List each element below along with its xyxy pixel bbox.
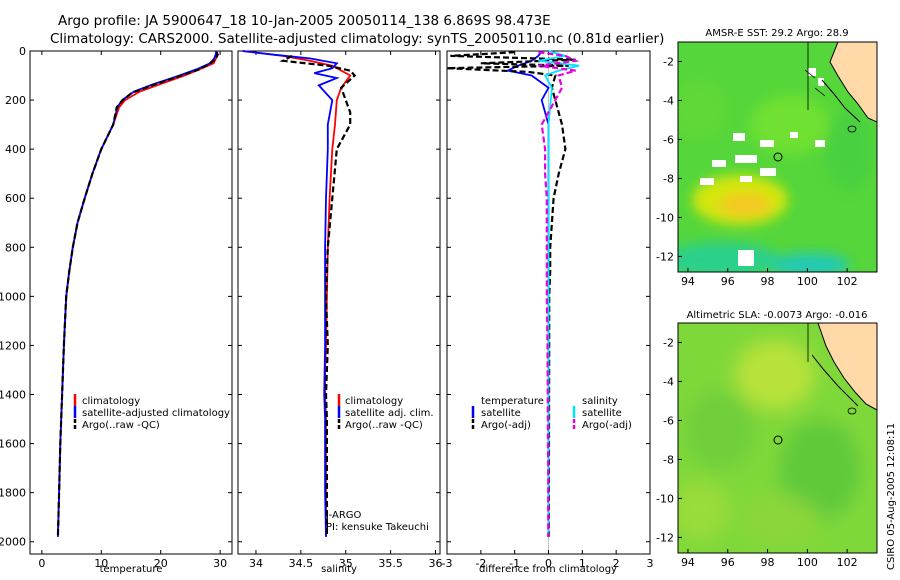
sst_map-xtick-label: 94 bbox=[681, 275, 695, 288]
temperature-series-satellite-adjusted-climatology bbox=[57, 51, 217, 537]
legend-heading-temperature: temperature bbox=[481, 396, 544, 407]
legend-label-argo: Argo(..raw -QC) bbox=[82, 420, 160, 431]
depth-tick-label: 0 bbox=[19, 45, 26, 58]
sla_map-ytick-label: -10 bbox=[656, 492, 674, 505]
salinity-series-satellite-adj-clim bbox=[242, 50, 340, 537]
difference-xtick-label: 2 bbox=[613, 557, 620, 570]
sla-map-field bbox=[678, 323, 877, 553]
difference-xtick-label: -3 bbox=[442, 557, 453, 570]
sla_map-ytick-label: -8 bbox=[663, 453, 674, 466]
salinity-xtick-label: 36 bbox=[429, 557, 443, 570]
sst-map-title: AMSR-E SST: 29.2 Argo: 28.9 bbox=[705, 28, 848, 39]
legend-label-temp-satellite: satellite bbox=[481, 408, 521, 419]
salinity-xtick-label: 35 bbox=[339, 557, 353, 570]
sst_map-ytick-label: -12 bbox=[656, 250, 674, 263]
sla_map-xtick-label: 100 bbox=[797, 556, 818, 569]
annotation-pi: PI: kensuke Takeuchi bbox=[326, 522, 429, 533]
depth-tick-label: 1800 bbox=[0, 487, 26, 500]
sla_map-ytick-label: -2 bbox=[663, 336, 674, 349]
plot-layer: 0 10 20 30020040060080010001200140016001800… bbox=[0, 45, 858, 570]
salinity-xtick-label: 34.5 bbox=[289, 557, 314, 570]
temperature-axis-label: temperature bbox=[100, 564, 163, 575]
temperature-xtick-label: 10 bbox=[94, 557, 108, 570]
difference-xtick-label: 1 bbox=[579, 557, 586, 570]
sst-map-field bbox=[678, 42, 877, 272]
sla-map-title: Altimetric SLA: -0.0073 Argo: -0.016 bbox=[687, 310, 868, 321]
temperature-series-climatology bbox=[57, 51, 219, 537]
figure-title-line1: Argo profile: JA 5900647_18 10-Jan-2005 … bbox=[58, 13, 551, 29]
sst_map-ytick-label: -6 bbox=[663, 133, 674, 146]
sla_map-ytick-label: -6 bbox=[663, 414, 674, 427]
legend-label-climatology: climatology bbox=[345, 396, 403, 407]
salinity-legend: climatology satellite adj. clim. Argo(..… bbox=[325, 394, 434, 533]
annotation-j-argo: J-ARGO bbox=[325, 510, 362, 521]
sst_map-ytick-label: -10 bbox=[656, 211, 674, 224]
salinity-series-argo-raw-qc bbox=[279, 54, 357, 537]
difference-xtick-label: 3 bbox=[647, 557, 654, 570]
difference-xtick-label: -2 bbox=[475, 557, 486, 570]
sst-map-profile-marker bbox=[773, 152, 783, 162]
depth-tick-label: 600 bbox=[5, 192, 26, 205]
sst_map-ytick-label: -8 bbox=[663, 172, 674, 185]
depth-tick-label: 400 bbox=[5, 143, 26, 156]
depth-tick-label: 2000 bbox=[0, 536, 26, 549]
legend-label-satellite-adjusted: satellite-adjusted climatology bbox=[82, 408, 230, 419]
sst_map-xtick-label: 102 bbox=[837, 275, 858, 288]
difference-xtick-label: -1 bbox=[509, 557, 520, 570]
depth-tick-label: 1600 bbox=[0, 438, 26, 451]
sst-map-axes bbox=[677, 41, 878, 273]
depth-tick-label: 800 bbox=[5, 241, 26, 254]
temperature-axes bbox=[29, 50, 233, 555]
legend-label-sal-argo: Argo(-adj) bbox=[582, 420, 632, 431]
depth-tick-label: 1000 bbox=[0, 290, 26, 303]
difference-series-temperature-argo-adj bbox=[446, 51, 576, 537]
sst_map-ytick-label: -2 bbox=[663, 55, 674, 68]
difference-series-salinity-satellite bbox=[538, 50, 580, 537]
legend-label-temp-argo: Argo(-adj) bbox=[481, 420, 531, 431]
sla_map-ytick-label: -12 bbox=[656, 531, 674, 544]
salinity-axis-label: salinity bbox=[321, 564, 357, 575]
sst_map-xtick-label: 100 bbox=[797, 275, 818, 288]
depth-tick-label: 1200 bbox=[0, 339, 26, 352]
legend-label-argo: Argo(..raw -QC) bbox=[345, 420, 423, 431]
difference-legend: temperature satellite Argo(-adj) salinit… bbox=[471, 396, 632, 431]
sla-map-axes bbox=[677, 322, 878, 554]
sst_map-xtick-label: 98 bbox=[761, 275, 775, 288]
sla_map-ytick-label: -4 bbox=[663, 375, 674, 388]
salinity-xtick-label: 35.5 bbox=[378, 557, 403, 570]
sst_map-xtick-label: 96 bbox=[721, 275, 735, 288]
sla_map-xtick-label: 96 bbox=[721, 556, 735, 569]
depth-tick-label: 1400 bbox=[0, 389, 26, 402]
temperature-legend: climatology satellite-adjusted climatolo… bbox=[73, 394, 230, 431]
legend-label-sal-satellite: satellite bbox=[582, 408, 622, 419]
sla_map-xtick-label: 102 bbox=[837, 556, 858, 569]
difference-xtick-label: 0 bbox=[545, 557, 552, 570]
temperature-xtick-label: 20 bbox=[154, 557, 168, 570]
salinity-series-climatology bbox=[242, 50, 352, 537]
sla_map-xtick-label: 94 bbox=[681, 556, 695, 569]
timestamp-stamp: CSIRO 05-Aug-2005 12:08:11 bbox=[886, 423, 897, 570]
difference-axis-label: difference from climatology bbox=[479, 564, 617, 575]
legend-heading-salinity: salinity bbox=[582, 396, 618, 407]
legend-label-satellite-adj: satellite adj. clim. bbox=[345, 408, 434, 419]
depth-tick-label: 200 bbox=[5, 94, 26, 107]
legend-label-climatology: climatology bbox=[82, 396, 140, 407]
difference-series-salinity-argo-adj bbox=[538, 51, 580, 537]
sst_map-ytick-label: -4 bbox=[663, 94, 674, 107]
sla-map-profile-marker bbox=[773, 435, 783, 445]
temperature-xtick-label: 30 bbox=[213, 557, 227, 570]
temperature-series-argo-raw-qc bbox=[56, 51, 219, 537]
figure-title-line2: Climatology: CARS2000. Satellite-adjuste… bbox=[50, 31, 664, 47]
salinity-xtick-label: 34 bbox=[249, 557, 263, 570]
salinity-axes bbox=[237, 50, 441, 555]
sla_map-xtick-label: 98 bbox=[761, 556, 775, 569]
temperature-xtick-label: 0 bbox=[38, 557, 45, 570]
